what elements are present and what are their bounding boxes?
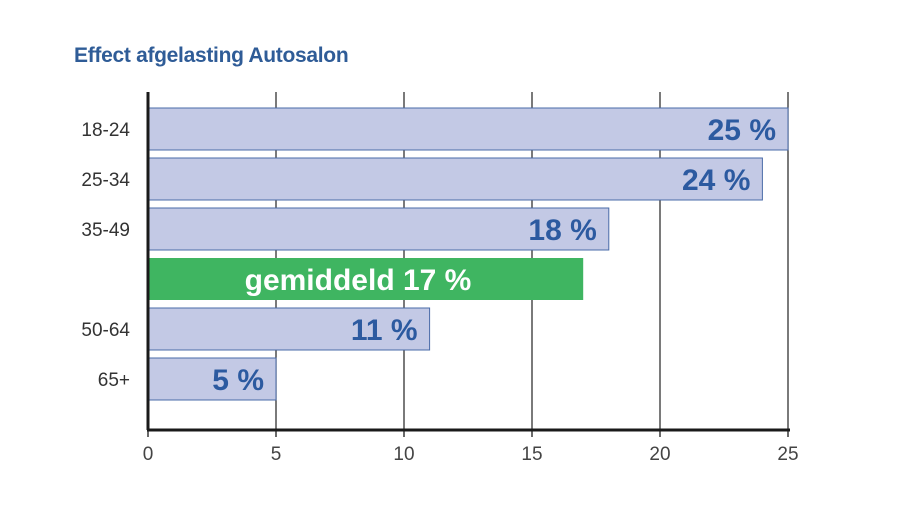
category-label: 25-34	[81, 170, 130, 191]
category-labels: 18-24 25-34 35-49 50-64 65+	[81, 120, 130, 391]
data-label: 11 %	[351, 314, 418, 347]
x-tick-label: 10	[393, 444, 414, 465]
x-tick-label: 0	[143, 444, 154, 465]
average-data-label: gemiddeld 17 %	[245, 264, 472, 297]
bars	[148, 107, 789, 401]
data-label: 18 %	[528, 214, 596, 247]
x-tick-label: 15	[521, 444, 542, 465]
bar	[148, 207, 610, 251]
category-label: 65+	[98, 370, 130, 391]
category-label: 50-64	[81, 320, 130, 341]
bar	[148, 357, 277, 401]
bar	[148, 107, 789, 151]
data-label: 25 %	[708, 114, 776, 147]
x-tick-label: 20	[649, 444, 670, 465]
axes	[146, 92, 790, 437]
x-tick-label: 5	[271, 444, 282, 465]
bar-average	[149, 258, 584, 300]
category-label: 18-24	[81, 120, 130, 141]
chart-title: Effect afgelasting Autosalon	[74, 44, 349, 67]
bar	[148, 157, 763, 201]
category-label: 35-49	[81, 220, 130, 241]
bar	[148, 307, 431, 351]
data-label: 24 %	[682, 164, 750, 197]
data-labels: 25 % 24 % 18 % gemiddeld 17 % 11 % 5 %	[212, 114, 776, 397]
tick-labels: 0 5 10 15 20 25	[143, 444, 799, 465]
x-tick-label: 25	[777, 444, 798, 465]
data-label: 5 %	[212, 364, 264, 397]
